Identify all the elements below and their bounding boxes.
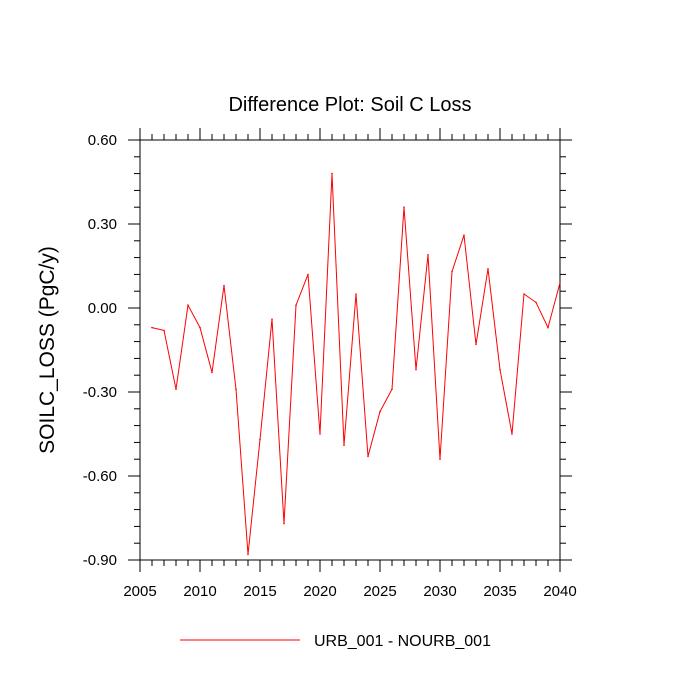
data-point (403, 206, 405, 208)
data-point (379, 410, 381, 413)
data-point (331, 172, 333, 175)
x-tick-label: 2025 (363, 583, 396, 600)
data-point (223, 284, 225, 287)
data-point (319, 433, 321, 435)
x-tick-label: 2015 (243, 583, 276, 600)
y-tick-label: 0.00 (88, 300, 117, 317)
data-point (487, 268, 489, 270)
y-tick-label: 0.60 (88, 132, 117, 149)
data-point (307, 273, 309, 276)
minor-ticks (134, 134, 566, 566)
data-point (499, 368, 501, 371)
data-point (163, 329, 165, 332)
data-point (295, 304, 297, 307)
data-point (451, 270, 453, 273)
major-ticks (128, 128, 572, 572)
y-tick-labels: 0.60 0.30 0.00 -0.30 -0.60 -0.90 (83, 132, 117, 569)
data-point (343, 444, 345, 447)
data-point (271, 318, 273, 321)
y-tick-label: -0.60 (83, 468, 117, 485)
series-line (151, 173, 561, 555)
data-point (439, 458, 441, 461)
data-point (235, 388, 237, 391)
data-point (247, 553, 249, 556)
data-point (523, 293, 525, 295)
data-point (211, 371, 213, 374)
data-point (463, 234, 465, 236)
data-point (475, 343, 477, 346)
legend: URB_001 - NOURB_001 (180, 633, 491, 650)
x-tick-labels: 2005 2010 2015 2020 2025 2030 2035 2040 (123, 583, 576, 600)
x-tick-label: 2010 (183, 583, 216, 600)
data-point (415, 368, 417, 371)
data-point (535, 301, 537, 304)
data-point (367, 455, 369, 458)
series-points (151, 172, 561, 556)
data-point (391, 388, 393, 391)
data-point (199, 326, 201, 329)
x-tick-label: 2030 (423, 583, 456, 600)
x-tick-label: 2035 (483, 583, 516, 600)
y-tick-label: -0.30 (83, 384, 117, 401)
x-tick-label: 2040 (543, 583, 576, 600)
y-tick-label: -0.90 (83, 552, 117, 569)
data-point (151, 326, 153, 329)
data-point (427, 254, 429, 256)
data-point (559, 282, 561, 284)
chart-title: Difference Plot: Soil C Loss (228, 94, 471, 116)
data-point (547, 326, 549, 329)
y-tick-label: 0.30 (88, 216, 117, 233)
data-point (511, 433, 513, 435)
x-tick-label: 2005 (123, 583, 156, 600)
legend-label: URB_001 - NOURB_001 (314, 633, 491, 650)
data-point (259, 438, 261, 441)
data-point (187, 304, 189, 307)
plot-frame (139, 139, 561, 561)
data-point (283, 522, 285, 525)
data-point (175, 388, 177, 391)
y-axis-label: SOILC_LOSS (PgC/y) (36, 246, 59, 454)
x-tick-label: 2020 (303, 583, 336, 600)
data-point (355, 293, 357, 295)
